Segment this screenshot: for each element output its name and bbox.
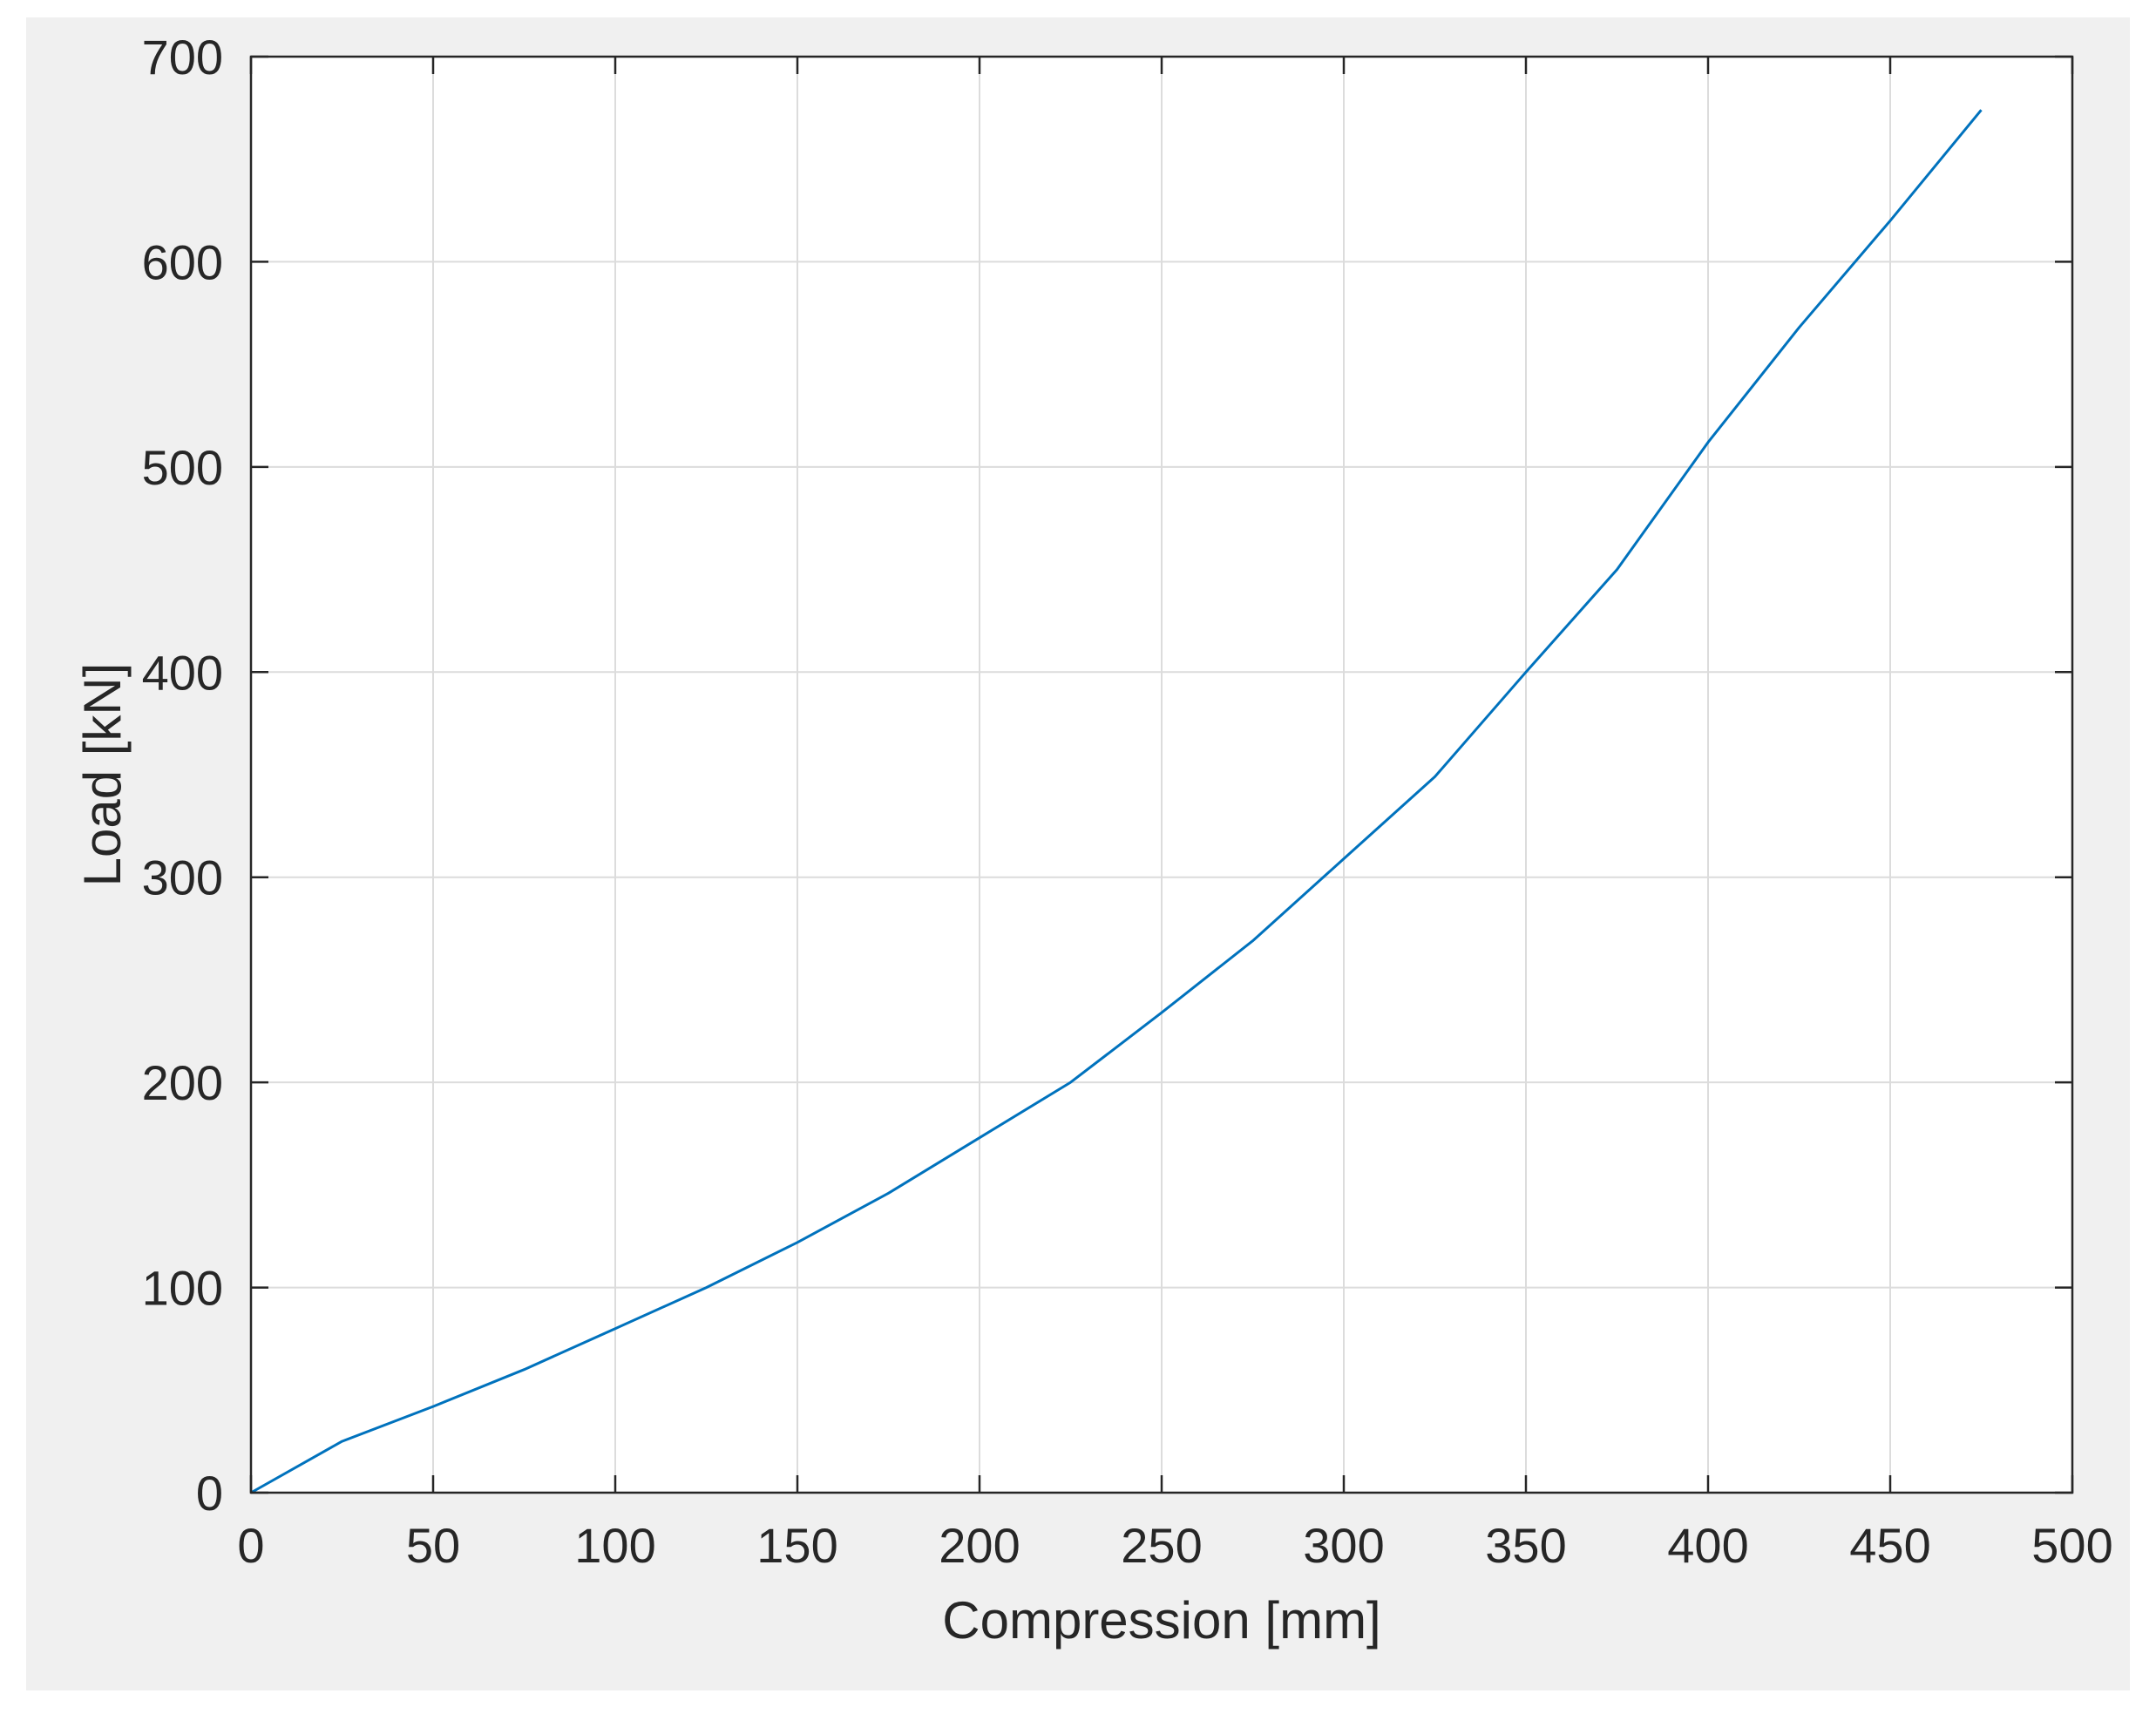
line-chart: 0 50 100 150 200 250 300 350 400 450 500 0 100 200 30… bbox=[73, 30, 2113, 1650]
x-tick-label: 200 bbox=[939, 1518, 1020, 1573]
ticks bbox=[249, 55, 2074, 1494]
x-tick-label: 300 bbox=[1303, 1518, 1384, 1573]
series-line bbox=[250, 109, 1983, 1494]
y-tick-label: 600 bbox=[142, 234, 223, 289]
y-tick-label: 400 bbox=[142, 645, 223, 700]
x-tick-label: 450 bbox=[1849, 1518, 1930, 1573]
x-tick-label: 50 bbox=[406, 1518, 460, 1573]
y-tick-label: 300 bbox=[142, 850, 223, 905]
y-tick-label: 700 bbox=[142, 30, 223, 85]
y-tick-label: 500 bbox=[142, 440, 223, 495]
x-tick-label: 350 bbox=[1485, 1518, 1566, 1573]
x-tick-label: 150 bbox=[756, 1518, 837, 1573]
x-tick-label: 250 bbox=[1121, 1518, 1202, 1573]
x-tick-label: 400 bbox=[1667, 1518, 1748, 1573]
y-tick-label: 0 bbox=[196, 1466, 223, 1521]
figure-window: 0 50 100 150 200 250 300 350 400 450 500 0 100 200 30… bbox=[26, 17, 2130, 1690]
y-axis-label: Load [kN] bbox=[73, 663, 132, 887]
x-tick-label: 100 bbox=[574, 1518, 655, 1573]
y-tick-labels: 0 100 200 300 400 500 600 700 bbox=[142, 30, 223, 1521]
x-tick-label: 0 bbox=[237, 1518, 264, 1573]
y-tick-label: 200 bbox=[142, 1055, 223, 1110]
x-tick-labels: 0 50 100 150 200 250 300 350 400 450 500 bbox=[237, 1518, 2112, 1573]
x-tick-label: 500 bbox=[2031, 1518, 2112, 1573]
series-layer bbox=[250, 109, 1983, 1494]
x-axis-label: Compression [mm] bbox=[942, 1591, 1380, 1650]
y-tick-label: 100 bbox=[142, 1261, 223, 1316]
